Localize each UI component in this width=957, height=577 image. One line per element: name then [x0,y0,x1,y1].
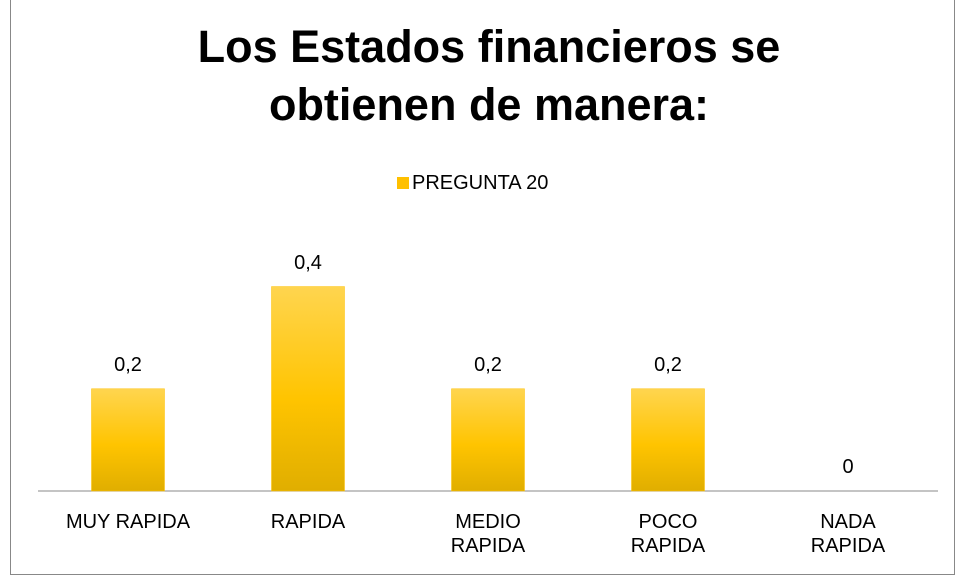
data-label: 0,2 [114,353,142,376]
x-tick-label: MUY RAPIDA [65,511,191,533]
data-label: 0,4 [294,251,322,274]
chart-frame [10,0,955,575]
bar [631,388,705,492]
bar [451,388,525,492]
bar [91,388,165,492]
x-tick-label: POCO RAPIDA [630,511,706,557]
x-tick-label: NADA RAPIDA [810,511,886,557]
legend-swatch [397,177,409,189]
data-label: 0 [842,456,854,478]
x-tick-label: MEDIO RAPIDA [450,511,526,557]
x-tick-label: RAPIDA [270,511,346,533]
data-label: 0,2 [474,353,502,376]
chart-title: Los Estados financieros se obtienen de m… [197,21,781,130]
data-label: 0,2 [654,353,682,376]
bar [271,286,345,492]
legend-label: PREGUNTA 20 [412,172,549,194]
